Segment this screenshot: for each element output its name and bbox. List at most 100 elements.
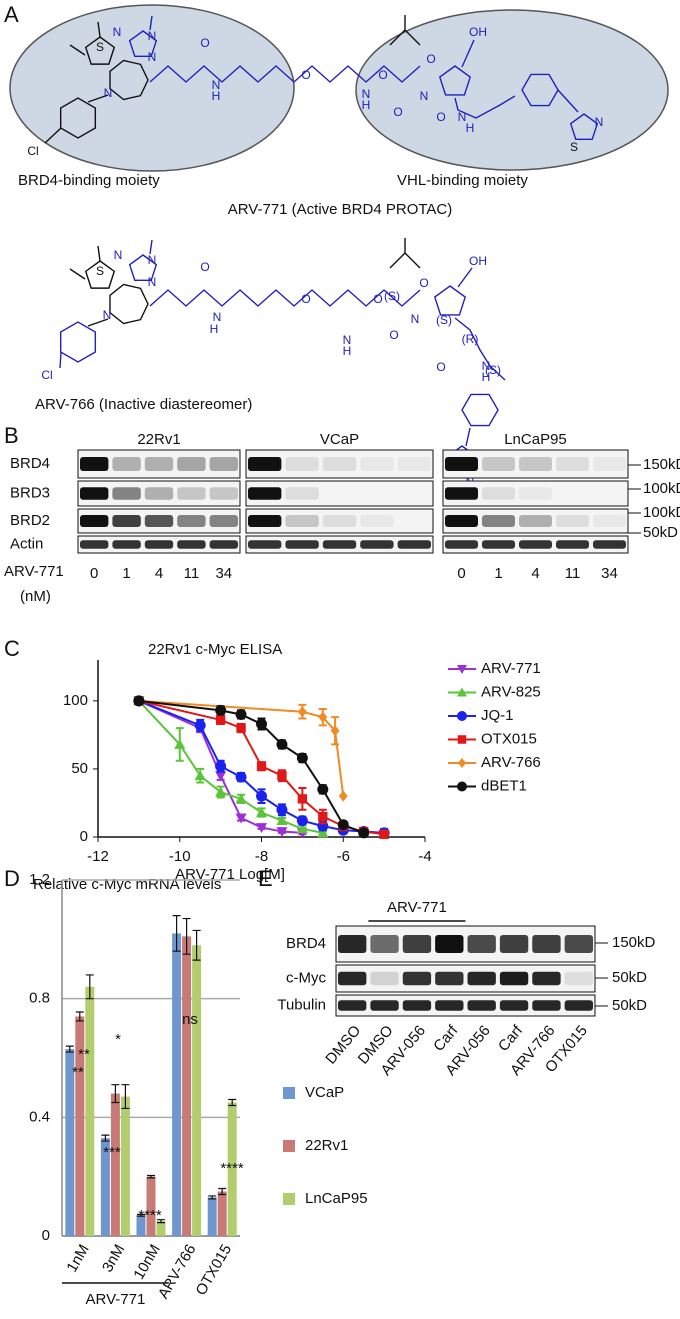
vhl-moiety-ellipse xyxy=(355,9,669,171)
bond xyxy=(454,317,506,381)
bar xyxy=(75,1016,85,1236)
bond xyxy=(84,260,116,289)
protein-label: Actin xyxy=(10,535,43,552)
blot-band xyxy=(370,971,399,986)
legend-label: ARV-771 xyxy=(481,660,541,677)
bond xyxy=(84,36,116,65)
y-tick-label: 50 xyxy=(71,760,88,777)
y-tick-label: 100 xyxy=(63,692,88,709)
legend-marker xyxy=(457,687,467,697)
error-bar xyxy=(121,1084,130,1110)
blot-band xyxy=(80,540,109,549)
blot-band xyxy=(482,487,515,500)
data-point xyxy=(215,786,227,797)
marker-label: 150kD xyxy=(643,456,680,473)
y-tick-label: 0.4 xyxy=(29,1108,50,1125)
unit-label: (nM) xyxy=(20,588,51,605)
error-bar xyxy=(218,1187,227,1196)
blot-band xyxy=(482,540,515,549)
blot-band xyxy=(482,457,515,471)
blot-band xyxy=(112,457,141,471)
data-point xyxy=(317,827,329,838)
bar xyxy=(136,1215,146,1236)
cell-line-label: VCaP xyxy=(320,431,359,448)
blot-band xyxy=(248,515,282,527)
dose-label: 34 xyxy=(601,565,618,582)
error-bar xyxy=(182,917,191,955)
blot-band xyxy=(593,457,626,471)
data-point xyxy=(297,706,307,718)
group-label: ARV-771 xyxy=(86,1291,146,1308)
atom-label: O xyxy=(436,360,445,374)
data-point xyxy=(256,790,267,802)
legend-marker xyxy=(458,758,466,768)
atom-label: N xyxy=(362,87,371,101)
significance-label: ** xyxy=(78,1046,90,1063)
data-point xyxy=(276,738,288,750)
bond xyxy=(149,15,153,31)
atom-label: S xyxy=(96,40,104,54)
blot-band xyxy=(177,457,206,471)
protein-label: BRD3 xyxy=(10,484,50,501)
bond xyxy=(149,239,153,255)
blot-band xyxy=(593,515,626,527)
legend-marker xyxy=(457,711,467,721)
blot-band xyxy=(360,457,394,471)
series-line xyxy=(138,699,365,834)
atom-label: H xyxy=(343,344,352,358)
legend-label: ARV-766 xyxy=(481,754,541,771)
blot-band xyxy=(285,515,319,527)
blot-band xyxy=(209,515,238,527)
bond xyxy=(433,285,467,316)
atom-label: N xyxy=(113,25,122,39)
data-point xyxy=(338,790,348,802)
blot-band xyxy=(564,1000,593,1011)
moiety-label: VHL-binding moiety xyxy=(397,172,528,189)
bond xyxy=(461,39,475,68)
atom-label: O xyxy=(200,260,209,274)
panel-label: B xyxy=(4,423,19,448)
blot-band xyxy=(338,971,367,986)
data-point xyxy=(215,760,227,772)
error-bar xyxy=(147,1174,155,1179)
dose-label: 1 xyxy=(122,565,130,582)
data-point xyxy=(215,704,227,716)
blot-band xyxy=(285,457,319,471)
compound-label: ARV-766 (Inactive diastereomer) xyxy=(35,396,252,413)
dose-label: 11 xyxy=(184,565,200,582)
bond xyxy=(557,89,579,113)
dose-label: 4 xyxy=(531,565,539,582)
blot-band xyxy=(144,515,174,527)
protein-label: BRD4 xyxy=(286,935,326,952)
atom-label: N xyxy=(104,86,113,100)
bond xyxy=(521,73,559,107)
data-point xyxy=(330,725,340,737)
moiety-label: BRD4-binding moiety xyxy=(18,172,160,189)
y-tick-label: 1.2 xyxy=(29,871,50,888)
protein-label: Tubulin xyxy=(277,996,326,1013)
bar xyxy=(227,1102,237,1236)
bar xyxy=(120,1096,130,1236)
bond xyxy=(59,97,97,139)
atom-label: O xyxy=(200,36,209,50)
blot-band xyxy=(80,487,109,500)
blot-band xyxy=(564,935,593,953)
legend-marker xyxy=(457,665,467,674)
blot-band xyxy=(370,935,399,953)
blot-band xyxy=(519,457,552,471)
atom-label: N xyxy=(212,78,221,92)
data-point xyxy=(296,823,308,834)
bond xyxy=(389,238,421,269)
chemical-structures xyxy=(44,15,599,473)
blot-band xyxy=(556,457,589,471)
blot-band xyxy=(499,971,529,986)
atom-label: O xyxy=(426,52,435,66)
legend-marker xyxy=(457,781,467,792)
bar xyxy=(172,933,182,1236)
error-bar xyxy=(192,929,201,961)
blot-band xyxy=(556,515,589,527)
blot-band xyxy=(499,935,529,953)
bond xyxy=(109,59,149,101)
marker-label: 100kD xyxy=(643,480,680,497)
blot-band xyxy=(285,540,319,549)
